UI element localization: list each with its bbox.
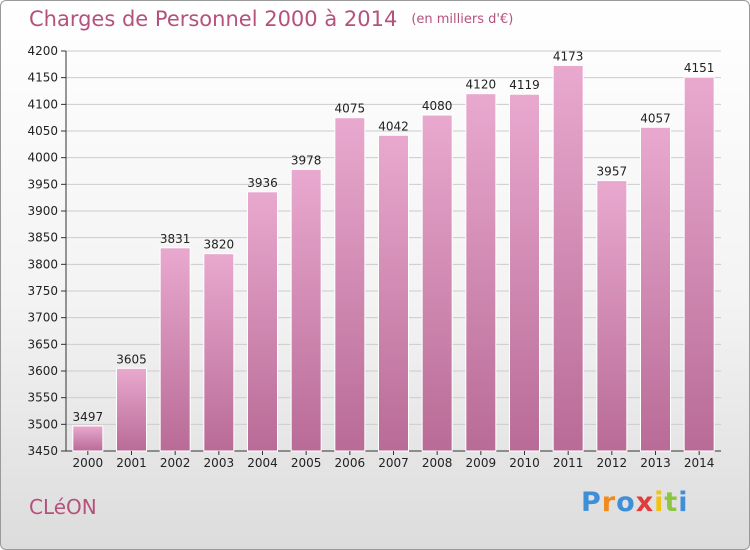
data-label-2003: 3820 bbox=[204, 238, 235, 252]
data-label-2002: 3831 bbox=[160, 232, 191, 246]
x-tick-label-2014: 2014 bbox=[684, 456, 715, 470]
data-label-2009: 4120 bbox=[466, 78, 497, 92]
x-tick-label-2009: 2009 bbox=[466, 456, 497, 470]
chart-unit: (en milliers d'€) bbox=[411, 12, 514, 27]
data-label-2001: 3605 bbox=[116, 352, 147, 366]
x-tick-label-2012: 2012 bbox=[597, 456, 628, 470]
x-tick-label-2013: 2013 bbox=[640, 456, 671, 470]
bar-2008 bbox=[421, 114, 453, 452]
y-tick-label: 3650 bbox=[27, 337, 58, 351]
x-tick-label-2010: 2010 bbox=[509, 456, 540, 470]
data-label-2013: 4057 bbox=[640, 111, 671, 125]
y-tick-label: 3750 bbox=[27, 284, 58, 298]
y-tick-label: 4000 bbox=[27, 151, 58, 165]
x-tick-label-2004: 2004 bbox=[247, 456, 278, 470]
y-tick-label: 3900 bbox=[27, 204, 58, 218]
bar-2005 bbox=[290, 168, 322, 452]
bar-2004 bbox=[247, 191, 278, 452]
data-labels: 3497 3605 3831 3820 3936 3978 4075 4042 4080 4120… bbox=[73, 49, 715, 424]
x-tick-label-2008: 2008 bbox=[422, 456, 453, 470]
bar-2006 bbox=[334, 117, 366, 452]
chart-title-text: Charges de Personnel 2000 à 2014 bbox=[29, 7, 398, 31]
y-tick-label: 3950 bbox=[27, 177, 58, 191]
proxiti-logo: Proxiti bbox=[581, 487, 689, 518]
x-tick-label-2000: 2000 bbox=[73, 456, 104, 470]
y-tick-label: 3500 bbox=[27, 417, 58, 431]
data-label-2010: 4119 bbox=[509, 78, 540, 92]
x-tick-label-2003: 2003 bbox=[204, 456, 235, 470]
y-tick-label: 4150 bbox=[27, 71, 58, 85]
bar-2014 bbox=[683, 76, 715, 452]
x-tick-label-2007: 2007 bbox=[378, 456, 409, 470]
logo-letter: t bbox=[664, 487, 679, 518]
bar-2001 bbox=[116, 367, 147, 452]
data-label-2005: 3978 bbox=[291, 153, 322, 167]
bar-2012 bbox=[596, 180, 628, 452]
y-tick-label: 3550 bbox=[27, 391, 58, 405]
chart-title: Charges de Personnel 2000 à 2014 (en mill… bbox=[29, 7, 513, 31]
data-label-2008: 4080 bbox=[422, 99, 453, 113]
y-tick-label: 3800 bbox=[27, 257, 58, 271]
bar-2003 bbox=[203, 253, 235, 452]
data-label-2004: 3936 bbox=[247, 176, 278, 190]
bars bbox=[72, 64, 715, 452]
x-tick-labels: 2000 2001 2002 2003 2004 2005 2006 2007 2008 2009… bbox=[73, 451, 715, 470]
y-tick-label: 4050 bbox=[27, 124, 58, 138]
logo-letter: i bbox=[654, 487, 665, 518]
y-tick-label: 4200 bbox=[27, 44, 58, 58]
data-label-2011: 4173 bbox=[553, 49, 584, 63]
logo-letter: x bbox=[635, 487, 655, 518]
bar-2011 bbox=[552, 64, 584, 452]
data-label-2000: 3497 bbox=[73, 410, 104, 424]
bar-2013 bbox=[640, 126, 671, 452]
x-tick-label-2005: 2005 bbox=[291, 456, 322, 470]
bar-2009 bbox=[465, 93, 497, 452]
logo-letter: P bbox=[581, 487, 602, 518]
logo-letter: r bbox=[601, 487, 617, 518]
y-tick-label: 4100 bbox=[27, 97, 58, 111]
data-label-2006: 4075 bbox=[335, 102, 366, 116]
bar-2002 bbox=[159, 247, 191, 452]
y-tick-labels: 3450 3500 3550 3600 3650 3700 3750 3800 3850 3900… bbox=[27, 44, 58, 458]
logo-letter: o bbox=[616, 487, 636, 518]
x-tick-label-2006: 2006 bbox=[335, 456, 366, 470]
y-tick-label: 3600 bbox=[27, 364, 58, 378]
data-label-2007: 4042 bbox=[378, 119, 409, 133]
bar-2000 bbox=[72, 425, 104, 452]
y-tick-label: 3700 bbox=[27, 311, 58, 325]
data-label-2012: 3957 bbox=[597, 165, 628, 179]
place-name: CLéON bbox=[29, 495, 97, 519]
x-tick-label-2001: 2001 bbox=[116, 456, 147, 470]
y-tick-label: 3450 bbox=[27, 444, 58, 458]
bar-2007 bbox=[378, 134, 409, 452]
bar-2010 bbox=[509, 93, 540, 452]
y-tick-label: 3850 bbox=[27, 231, 58, 245]
data-label-2014: 4151 bbox=[684, 61, 715, 75]
logo-letter: i bbox=[678, 487, 689, 518]
x-tick-label-2002: 2002 bbox=[160, 456, 191, 470]
x-tick-label-2011: 2011 bbox=[553, 456, 584, 470]
